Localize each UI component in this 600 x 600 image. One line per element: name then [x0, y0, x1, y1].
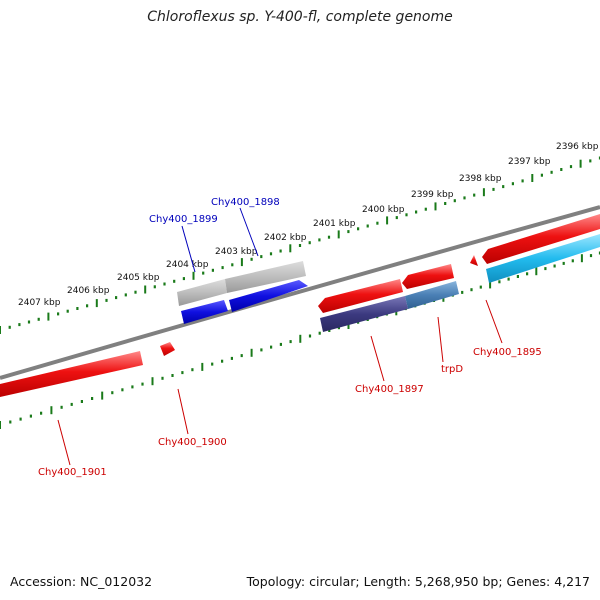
gene-chy400-1898[interactable]: [229, 280, 308, 312]
kbp-label: 2397 kbp: [508, 157, 551, 167]
gene-label-chy1901[interactable]: Chy400_1901: [38, 467, 107, 478]
gene-chy400-1900[interactable]: [160, 342, 175, 356]
feature-grey-2[interactable]: [225, 261, 306, 293]
gene-label-chy1895[interactable]: Chy400_1895: [473, 347, 542, 358]
gene-label-chy1897[interactable]: Chy400_1897: [355, 384, 424, 395]
label-leaders: [57, 207, 503, 466]
kbp-label: 2396 kbp: [556, 142, 599, 152]
accession-text: Accession: NC_012032: [10, 574, 153, 589]
gene-red-mid-1[interactable]: [318, 279, 403, 313]
kbp-label: 2402 kbp: [264, 233, 307, 243]
feature-grey-1[interactable]: [177, 279, 227, 306]
gene-red-small[interactable]: [470, 255, 478, 266]
kbp-label: 2401 kbp: [313, 219, 356, 229]
kbp-label: 2404 kbp: [166, 260, 209, 270]
gene-chy400-1897[interactable]: [320, 296, 408, 332]
map-title: Chloroflexus sp. Y-400-fl, complete geno…: [147, 9, 453, 25]
genome-backbone: [0, 205, 600, 380]
kbp-label: 2400 kbp: [362, 205, 405, 215]
gene-label-chy1899[interactable]: Chy400_1899: [149, 214, 218, 225]
gene-chy400-1895[interactable]: [486, 234, 600, 283]
gene-trpd[interactable]: [405, 281, 459, 309]
kbp-label: 2406 kbp: [67, 286, 110, 296]
leader-line-chy1897: [370, 335, 385, 382]
topology-text: Topology: circular; Length: 5,268,950 bp…: [246, 574, 590, 589]
leader-line-chy1895: [485, 299, 503, 344]
leader-line-chy1898: [239, 207, 259, 257]
outer-tick-ring: [0, 156, 600, 334]
leader-line-chy1901: [57, 419, 71, 466]
gene-chy400-1899[interactable]: [181, 300, 228, 324]
gene-label-chy1900[interactable]: Chy400_1900: [158, 437, 227, 448]
gene-label-chy1898[interactable]: Chy400_1898: [211, 197, 280, 208]
leader-line-chy1900: [177, 388, 189, 435]
kbp-label: 2403 kbp: [215, 247, 258, 257]
leader-line-chy1899: [181, 225, 196, 273]
kbp-labels: 2396 kbp 2397 kbp 2398 kbp 2399 kbp 2400…: [18, 142, 599, 308]
gene-red-right[interactable]: [482, 214, 600, 264]
gene-label-trpd[interactable]: trpD: [441, 364, 463, 375]
gene-red-mid-2[interactable]: [402, 264, 454, 289]
kbp-label: 2398 kbp: [459, 174, 502, 184]
kbp-label: 2399 kbp: [411, 190, 454, 200]
leader-line-trpd: [437, 316, 444, 363]
kbp-label: 2407 kbp: [18, 298, 61, 308]
kbp-label: 2405 kbp: [117, 273, 160, 283]
inner-tick-ring: [0, 251, 600, 429]
gene-chy400-1901[interactable]: [0, 351, 143, 397]
